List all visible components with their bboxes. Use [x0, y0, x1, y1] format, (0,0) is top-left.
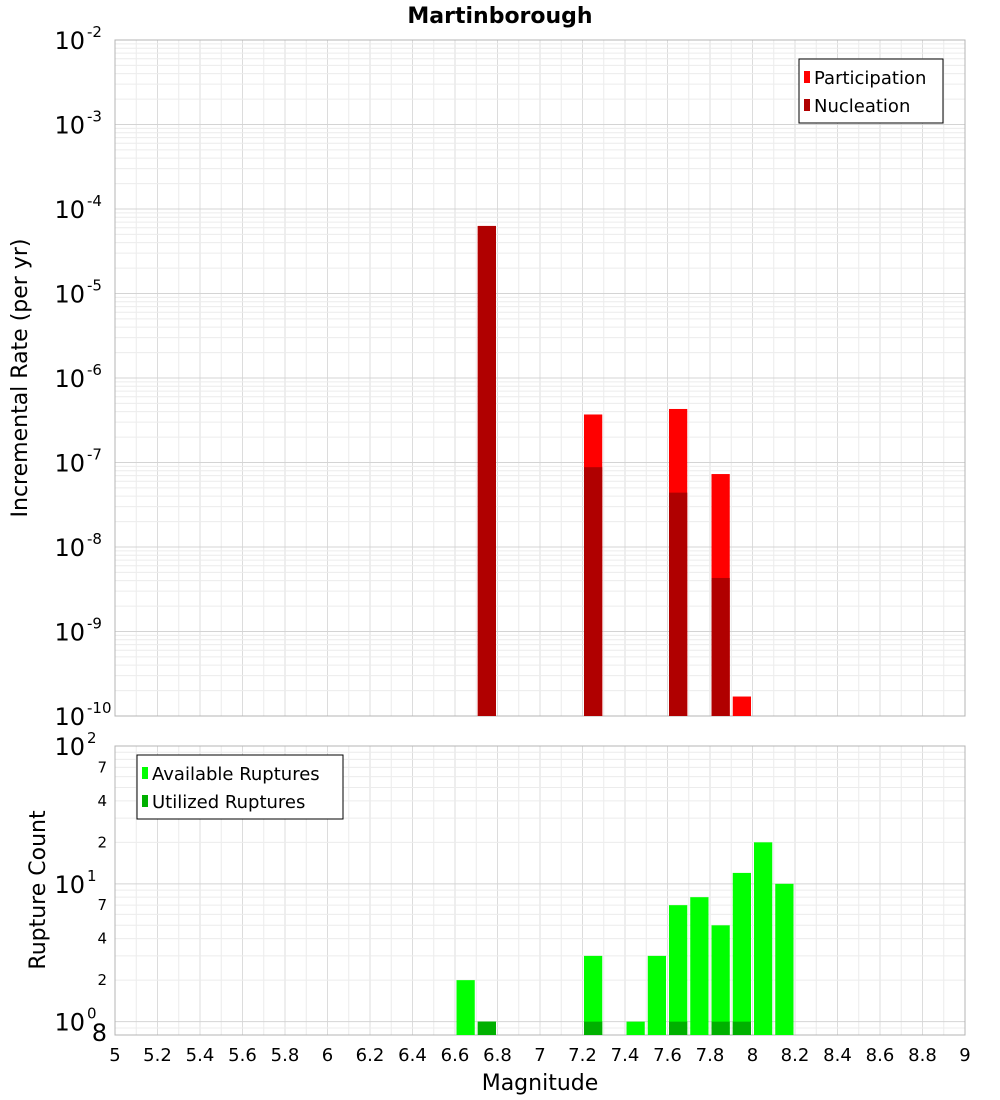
bottom-utilized-ruptures-bar — [584, 1021, 603, 1035]
bottom-utilized-ruptures-bar — [477, 1021, 496, 1035]
top-y-tick-label-exponent: -10 — [87, 699, 112, 717]
x-tick-label: 5.8 — [271, 1045, 300, 1066]
bottom-y-minor-tick-label: 2 — [97, 833, 107, 851]
bottom-utilized-ruptures-bar — [669, 1021, 688, 1035]
bottom-available-ruptures-bar — [711, 925, 730, 1035]
x-tick-label: 9 — [959, 1045, 970, 1066]
bottom-available-ruptures-bar — [456, 980, 475, 1035]
bottom-available-ruptures-bar — [584, 955, 603, 1035]
bottom-y-tick-label: 10 — [54, 1009, 85, 1037]
top-y-axis-label: Incremental Rate (per yr) — [8, 239, 33, 518]
bottom-available-ruptures-bar — [626, 1021, 645, 1035]
bottom-utilized-ruptures-bar — [711, 1021, 730, 1035]
top-plot-border — [114, 39, 966, 717]
top-y-tick-label: 10 — [54, 703, 85, 731]
top-y-tick-label: 10 — [54, 619, 85, 647]
bottom-y-tick-label: 10 — [54, 733, 85, 761]
x-tick-label: 6.4 — [398, 1045, 427, 1066]
bottom-y-tick-label-exponent: 1 — [87, 867, 97, 885]
top-y-tick-label-exponent: -2 — [87, 23, 102, 41]
bottom-available-ruptures-bar — [690, 897, 709, 1035]
x-tick-label: 6.2 — [356, 1045, 385, 1066]
top-legend-label: Participation — [814, 68, 926, 89]
bottom-y-axis-label: Rupture Count — [26, 810, 51, 970]
bottom-legend-box — [136, 754, 344, 820]
top-y-tick-label: 10 — [54, 112, 85, 140]
bottom-y-tick-label-exponent: 2 — [87, 729, 97, 747]
top-y-tick-label-exponent: -9 — [87, 615, 102, 633]
x-tick-label: 5.4 — [186, 1045, 215, 1066]
bottom-available-ruptures-bar — [669, 905, 688, 1035]
top-y-tick-label-exponent: -5 — [87, 277, 102, 295]
top-legend-swatch — [804, 71, 810, 83]
x-tick-label: 7.6 — [653, 1045, 682, 1066]
x-tick-label: 8 — [747, 1045, 758, 1066]
x-tick-label: 6 — [322, 1045, 333, 1066]
x-tick-label: 6.8 — [483, 1045, 512, 1066]
bottom-legend-label: Utilized Ruptures — [152, 792, 305, 813]
top-y-tick-label-exponent: -6 — [87, 361, 102, 379]
bottom-y-minor-tick-label: 7 — [97, 896, 107, 914]
x-tick-label: 7.4 — [611, 1045, 640, 1066]
bottom-plot-border — [114, 745, 966, 1036]
top-y-tick-label: 10 — [54, 281, 85, 309]
top-y-tick-label: 10 — [54, 365, 85, 393]
x-tick-label: 5 — [109, 1045, 120, 1066]
top-legend-label: Nucleation — [814, 96, 910, 117]
bottom-y-minor-tick-label: 4 — [97, 930, 107, 948]
top-nucleation-bar — [477, 225, 496, 716]
top-y-tick-label-exponent: -7 — [87, 446, 102, 464]
x-tick-label: 8.8 — [908, 1045, 937, 1066]
bottom-available-ruptures-bar — [732, 872, 751, 1035]
bottom-y-tick-label-exponent: 0 — [87, 1005, 97, 1023]
bottom-utilized-ruptures-bar — [732, 1021, 751, 1035]
bottom-y-minor-tick-label: 2 — [97, 971, 107, 989]
top-legend-box — [798, 58, 944, 124]
top-y-tick-label: 10 — [54, 534, 85, 562]
top-y-tick-label: 10 — [54, 196, 85, 224]
top-y-tick-label-exponent: -4 — [87, 192, 102, 210]
top-y-tick-label: 10 — [54, 450, 85, 478]
x-tick-label: 5.6 — [228, 1045, 257, 1066]
top-nucleation-bar — [711, 577, 730, 716]
bottom-available-ruptures-bar — [647, 955, 666, 1035]
x-tick-label: 7.2 — [568, 1045, 597, 1066]
bottom-available-ruptures-bar — [754, 842, 773, 1035]
top-legend-swatch — [804, 99, 810, 111]
x-tick-label: 8.4 — [823, 1045, 852, 1066]
bottom-y-minor-tick-label: 7 — [97, 758, 107, 776]
bottom-y-tick-label: 10 — [54, 871, 85, 899]
bottom-legend-swatch — [142, 795, 148, 807]
top-y-tick-label: 10 — [54, 27, 85, 55]
x-tick-label: 5.2 — [143, 1045, 172, 1066]
x-tick-label: 7.8 — [696, 1045, 725, 1066]
bottom-available-ruptures-bar — [775, 883, 794, 1035]
x-tick-label: 6.6 — [441, 1045, 470, 1066]
top-nucleation-bar — [584, 467, 603, 716]
bottom-y-minor-tick-label: 8 — [92, 1019, 107, 1047]
chart-title: Martinborough — [407, 4, 592, 29]
top-y-tick-label-exponent: -3 — [87, 108, 102, 126]
top-y-tick-label-exponent: -8 — [87, 530, 102, 548]
bottom-legend-label: Available Ruptures — [152, 764, 320, 785]
x-tick-label: 7 — [534, 1045, 545, 1066]
top-nucleation-bar — [669, 492, 688, 716]
x-tick-label: 8.2 — [781, 1045, 810, 1066]
x-tick-label: 8.6 — [866, 1045, 895, 1066]
bottom-y-minor-tick-label: 4 — [97, 792, 107, 810]
bottom-legend-swatch — [142, 767, 148, 779]
x-axis-label: Magnitude — [482, 1071, 599, 1096]
top-participation-bar — [732, 696, 751, 716]
